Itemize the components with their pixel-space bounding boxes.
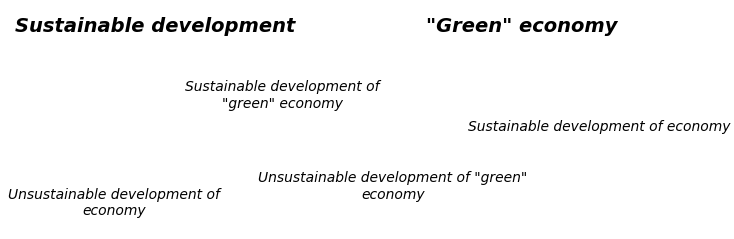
Text: Sustainable development: Sustainable development (15, 17, 295, 36)
Text: Sustainable development of
"green" economy: Sustainable development of "green" econo… (186, 81, 379, 111)
Text: Sustainable development of economy: Sustainable development of economy (468, 120, 730, 134)
Text: Unsustainable development of "green"
economy: Unsustainable development of "green" eco… (258, 171, 527, 201)
Text: "Green" economy: "Green" economy (426, 17, 617, 36)
Text: Unsustainable development of
economy: Unsustainable development of economy (8, 188, 219, 218)
